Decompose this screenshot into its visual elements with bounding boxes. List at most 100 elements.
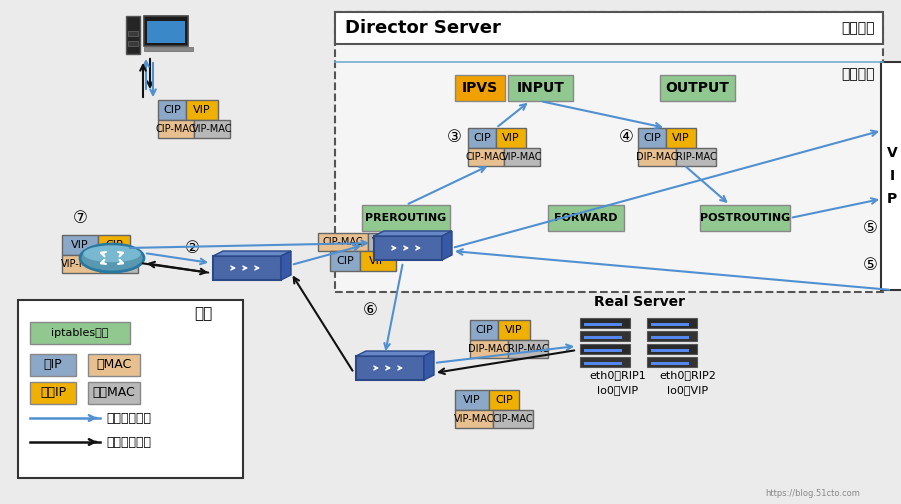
Bar <box>584 336 622 339</box>
Bar <box>368 233 416 251</box>
Bar <box>468 148 504 166</box>
Bar <box>508 340 548 358</box>
Bar <box>498 320 530 340</box>
Bar <box>126 16 140 54</box>
Bar <box>455 390 489 410</box>
Bar <box>330 251 360 271</box>
Bar <box>356 356 424 380</box>
Bar <box>335 12 883 44</box>
Bar <box>580 344 630 354</box>
Bar <box>315 0 901 504</box>
Text: VIP: VIP <box>502 133 520 143</box>
Bar <box>666 128 696 148</box>
Text: CIP-MAC: CIP-MAC <box>156 124 196 134</box>
Text: RIP-MAC: RIP-MAC <box>507 344 549 354</box>
Bar <box>455 410 493 428</box>
Text: ⑤: ⑤ <box>862 219 878 237</box>
Bar <box>186 100 218 120</box>
Text: V
I
P: V I P <box>887 146 897 206</box>
Bar <box>651 336 689 339</box>
Bar <box>30 382 76 404</box>
Text: FORWARD: FORWARD <box>554 213 618 223</box>
Bar <box>584 323 622 326</box>
Text: eth0：RIP1
lo0：VIP: eth0：RIP1 lo0：VIP <box>589 370 646 395</box>
Polygon shape <box>442 231 452 260</box>
Text: CIP: CIP <box>105 240 123 250</box>
Text: VIP: VIP <box>463 395 481 405</box>
Bar <box>158 100 186 120</box>
Text: 图注: 图注 <box>194 306 212 322</box>
Bar <box>496 128 526 148</box>
Bar <box>580 318 630 328</box>
Text: 目标MAC: 目标MAC <box>93 387 135 400</box>
Bar <box>144 47 193 51</box>
Bar <box>700 205 790 231</box>
Bar <box>651 323 689 326</box>
Bar <box>508 75 573 101</box>
Text: VIP-MAC: VIP-MAC <box>454 414 495 424</box>
Bar <box>647 331 697 341</box>
Text: CIP-MAC: CIP-MAC <box>466 152 506 162</box>
Text: Real Server: Real Server <box>595 295 686 309</box>
Text: 请求报文流向: 请求报文流向 <box>106 411 151 424</box>
Bar <box>881 62 901 290</box>
Text: ⑤: ⑤ <box>862 256 878 274</box>
Text: 内核空间: 内核空间 <box>842 67 875 81</box>
Text: VIP: VIP <box>369 256 387 266</box>
Bar <box>0 0 315 504</box>
Text: CIP-MAC: CIP-MAC <box>323 237 363 247</box>
Bar <box>580 331 630 341</box>
Bar <box>584 362 622 365</box>
Text: CIP: CIP <box>643 133 660 143</box>
Bar <box>128 41 138 46</box>
FancyBboxPatch shape <box>335 12 883 292</box>
Text: ②: ② <box>185 239 199 257</box>
Bar <box>194 120 230 138</box>
Text: VIP: VIP <box>193 105 211 115</box>
Polygon shape <box>424 351 434 380</box>
Bar <box>62 255 100 273</box>
Text: DIP-MAC: DIP-MAC <box>636 152 678 162</box>
Text: POSTROUTING: POSTROUTING <box>700 213 790 223</box>
Bar <box>647 344 697 354</box>
Polygon shape <box>213 251 291 256</box>
Bar <box>88 382 140 404</box>
Text: CIP: CIP <box>336 256 354 266</box>
Bar <box>455 75 505 101</box>
Bar <box>651 362 689 365</box>
Bar <box>144 16 188 46</box>
Polygon shape <box>356 351 434 356</box>
Bar <box>128 31 138 36</box>
Text: INPUT: INPUT <box>516 81 564 95</box>
Bar <box>489 390 519 410</box>
Bar <box>647 357 697 367</box>
Text: ⑥: ⑥ <box>362 301 378 319</box>
Text: VIP: VIP <box>71 240 89 250</box>
Text: VIP-MAC: VIP-MAC <box>192 124 232 134</box>
Text: VIP: VIP <box>505 325 523 335</box>
Text: Director Server: Director Server <box>345 19 501 37</box>
Bar <box>374 236 442 260</box>
Bar <box>504 148 540 166</box>
Bar <box>638 148 676 166</box>
Text: https://blog.51cto.com: https://blog.51cto.com <box>765 489 860 498</box>
Text: eth0：RIP2
lo0：VIP: eth0：RIP2 lo0：VIP <box>660 370 716 395</box>
Text: CIP: CIP <box>475 325 493 335</box>
Text: 源IP: 源IP <box>43 358 62 371</box>
Bar <box>468 128 496 148</box>
Ellipse shape <box>80 244 144 272</box>
Bar <box>318 233 368 251</box>
Bar <box>98 235 130 255</box>
Text: CIP-MAC: CIP-MAC <box>493 414 533 424</box>
Ellipse shape <box>83 245 141 262</box>
Text: OUTPUT: OUTPUT <box>666 81 730 95</box>
Text: IPVS: IPVS <box>462 81 498 95</box>
Text: VIP-MAC: VIP-MAC <box>60 259 101 269</box>
Bar <box>213 256 281 280</box>
Bar <box>30 354 76 376</box>
Bar <box>470 320 498 340</box>
Bar <box>360 251 396 271</box>
Text: ④: ④ <box>619 128 633 146</box>
Bar <box>493 410 533 428</box>
Text: DIP-MAC: DIP-MAC <box>469 344 510 354</box>
